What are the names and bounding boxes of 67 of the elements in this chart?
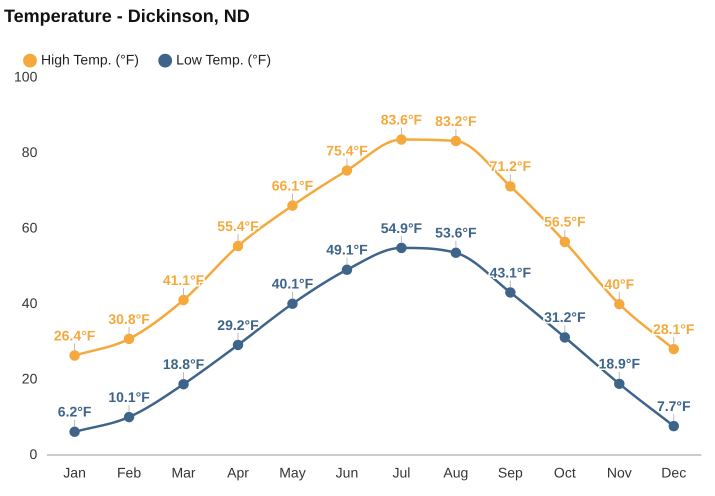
x-tick-label: Mar [171,464,196,480]
y-tick-label: 80 [22,144,38,160]
point [505,287,516,298]
point [668,344,680,354]
point [505,181,516,192]
point [560,236,570,248]
x-tick-label: Feb [117,464,142,480]
data-label: 40.1°F [272,276,314,292]
point [69,426,80,438]
data-label: 18.8°F [162,356,205,372]
x-tick-label: Jun [336,464,358,480]
point [342,264,352,276]
data-label: 40°F [604,276,635,292]
data-label: 55.4°F [217,218,260,234]
point [342,165,352,176]
data-label: 30.8°F [108,310,150,327]
x-tick-label: Jan [63,464,86,480]
data-label: 43.1°F [490,264,532,280]
x-tick-label: Dec [661,464,686,480]
data-label: 54.9°F [380,220,423,236]
x-tick-label: May [279,464,306,480]
point [232,340,244,350]
data-label: 10.1°F [108,388,150,405]
x-tick-label: Aug [443,464,468,480]
data-label: 6.2°F [58,404,92,420]
x-tick-label: Nov [606,464,632,480]
y-tick-label: 60 [22,220,38,236]
point [396,134,407,145]
point [614,378,625,390]
y-tick-label: 0 [30,446,38,462]
legend-label: High Temp. (°F) [41,51,139,68]
point [668,420,680,432]
data-label: 41.1°F [162,272,205,288]
point [396,242,407,254]
point [232,240,244,252]
data-label: 75.4°F [326,142,368,158]
point [287,298,298,310]
x-tick-label: Jul [392,464,410,480]
chart-title: Temperature - Dickinson, ND [4,6,250,26]
y-tick-label: 40 [22,295,38,312]
data-label: 31.2°F [544,309,586,326]
data-label: 49.1°F [326,242,368,258]
point [69,350,80,361]
data-label: 7.7°F [656,398,692,414]
data-label: 29.2°F [217,316,260,333]
point [178,294,189,306]
data-label: 18.9°F [598,356,640,372]
data-label: 28.1°F [653,320,695,337]
x-tick-label: Apr [227,464,250,480]
x-tick-label: Sep [498,464,524,480]
data-label: 83.2°F [435,112,478,129]
data-label: 83.6°F [380,111,423,128]
point [560,332,570,343]
point [614,298,625,310]
point [450,136,462,146]
data-label: 66.1°F [272,177,314,194]
y-tick-label: 100 [14,68,38,84]
point [124,412,134,422]
data-label: 53.6°F [435,224,478,241]
point [178,378,189,390]
y-tick-label: 20 [22,370,38,387]
legend-label: Low Temp. (°F) [176,51,271,68]
data-label: 26.4°F [54,327,96,344]
x-tick-label: Oct [554,464,576,480]
point [450,248,462,258]
point [124,334,134,344]
point [287,200,298,211]
